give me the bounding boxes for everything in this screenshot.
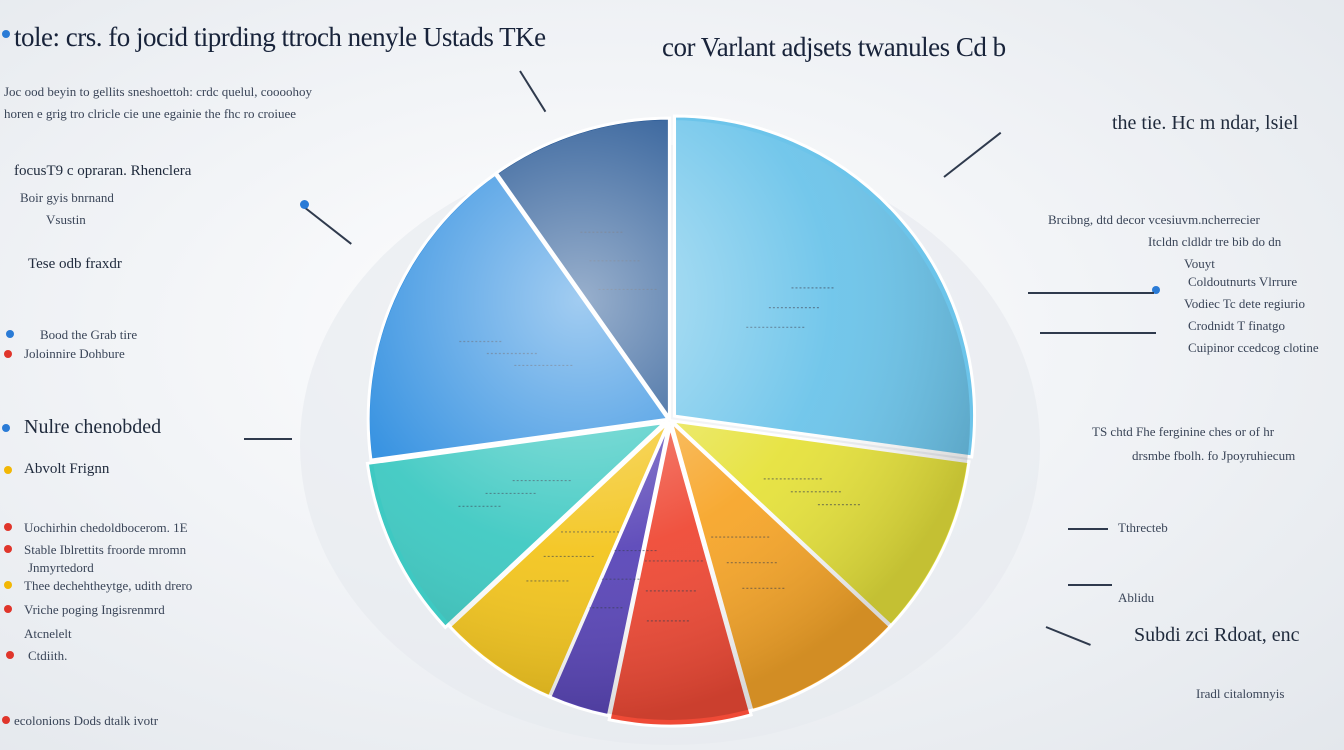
right-block1-line: Vouyt — [1184, 256, 1215, 271]
right-block2-line: Cuipinor ccedcog clotine — [1188, 340, 1319, 355]
pointer-line — [1028, 292, 1154, 294]
right-block3-line: drsmbe fbolh. fo Jpoyruhiecum — [1132, 448, 1296, 463]
left-item-3: Abvolt Frignn — [24, 461, 110, 477]
left-heading-1: focusT9 c opraran. Rhenclera — [14, 163, 192, 179]
right-block3-line: TS chtd Fhe ferginine ches or of hr — [1092, 424, 1275, 439]
bullet-blue-icon — [2, 424, 10, 432]
left-list-item: Jnmyrtedord — [28, 560, 94, 575]
right-block2-line: Crodnidt T finatgo — [1188, 318, 1286, 333]
left-list-item: Vriche poging Ingisrenmrd — [24, 602, 165, 617]
bullet-blue-icon — [2, 30, 10, 38]
bullet-yellow-icon — [4, 466, 12, 474]
bullet-red-icon — [4, 350, 12, 358]
bullet-blue-icon — [300, 200, 309, 209]
bullet-red-icon — [6, 651, 14, 659]
left-sub-3: Tese odb fraxdr — [28, 256, 122, 272]
bullet-red-icon — [4, 523, 12, 531]
right-label-1: Tthrecteb — [1118, 520, 1168, 535]
intro-line-2: horen e grig tro clricle cie une egainie… — [4, 106, 296, 121]
left-sub-2: Vsustin — [46, 212, 86, 227]
right-heading-2: Subdi zci Rdoat, enc — [1134, 624, 1300, 646]
intro-line-1: Joc ood beyin to gellits sneshoettoh: cr… — [4, 84, 312, 99]
bullet-yellow-icon — [4, 581, 12, 589]
left-item-1: Bood the Grab tire — [40, 327, 138, 342]
right-block2-line: Vodiec Tc dete regiurio — [1184, 296, 1305, 311]
bullet-red-icon — [2, 716, 10, 724]
left-item-2: Joloinnire Dohbure — [24, 346, 125, 361]
left-sub-1: Boir gyis bnrnand — [20, 190, 114, 205]
pointer-line — [1068, 584, 1112, 586]
pointer-line — [244, 438, 292, 440]
right-block2-line: Coldoutnurts Vlrrure — [1188, 274, 1298, 289]
bullet-blue-icon — [6, 330, 14, 338]
right-label-2: Ablidu — [1118, 590, 1155, 605]
left-list-item: Atcnelelt — [24, 626, 72, 641]
left-list-item: Uochirhin chedoldbocerom. 1E — [24, 520, 188, 535]
right-heading: the tie. Hc m ndar, lsiel — [1112, 112, 1299, 134]
right-block1-line: Itcldn cldldr tre bib do dn — [1148, 234, 1282, 249]
pointer-line — [1068, 528, 1108, 530]
left-list-item: Stable Iblrettits froorde mromn — [24, 542, 187, 557]
chart-title-right: cor Varlant adjsets twanules Cd b — [662, 32, 1006, 62]
pointer-line — [1040, 332, 1156, 334]
pie-chart — [300, 114, 1040, 745]
pie-slice-0 — [673, 114, 977, 459]
left-footer: ecolonions Dods dtalk ivotr — [14, 713, 159, 728]
bullet-blue-icon — [1152, 286, 1160, 294]
left-list-item: Thee dechehtheytge, udith drero — [24, 578, 193, 593]
bullet-red-icon — [4, 605, 12, 613]
right-block1-line: Brcibng, dtd decor vcesiuvm.ncherrecier — [1048, 212, 1260, 227]
left-heading-2: Nulre chenobded — [24, 416, 162, 438]
bullet-red-icon — [4, 545, 12, 553]
chart-title-left: tole: crs. fo jocid tiprding ttroch neny… — [14, 22, 546, 52]
left-list-item: Ctdiith. — [28, 648, 68, 663]
right-footer: Iradl citalomnyis — [1196, 686, 1285, 701]
